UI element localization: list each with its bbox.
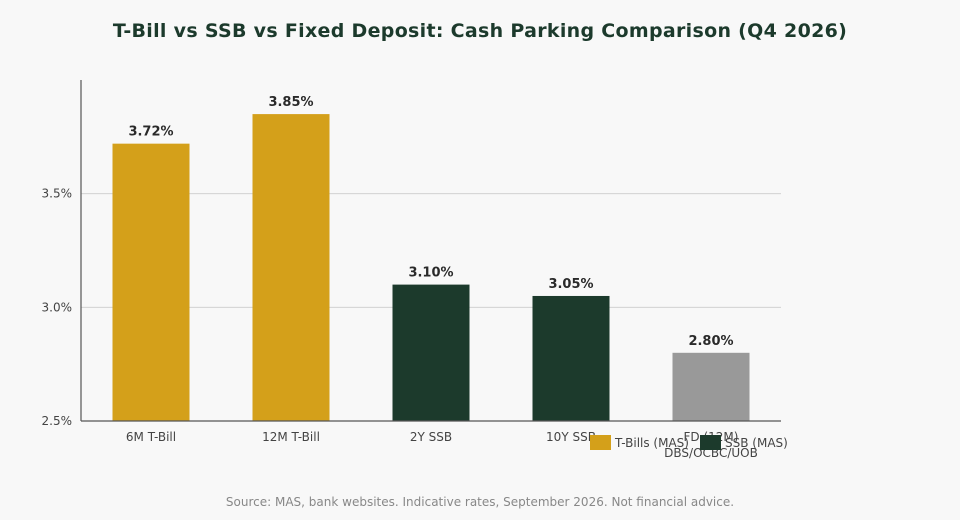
data-labels: 3.72% 3.85% 3.10% 3.05% 2.80%	[128, 95, 733, 349]
bar	[112, 143, 190, 422]
bar	[252, 114, 330, 421]
data-label: 3.10%	[408, 266, 453, 281]
x-tick-label: DBS/OCBC/UOB	[664, 446, 758, 460]
data-label: 3.72%	[128, 125, 173, 140]
bar	[392, 284, 470, 421]
data-label: 3.05%	[548, 277, 593, 292]
legend-label: T-Bills (MAS)	[614, 436, 689, 450]
y-tick-label: 3.0%	[42, 300, 73, 314]
y-tick-label: 3.5%	[42, 187, 73, 201]
axes	[80, 80, 781, 422]
source-note: Source: MAS, bank websites. Indicative r…	[225, 495, 735, 509]
bars	[112, 114, 750, 422]
bar	[672, 352, 750, 421]
x-tick-label: 10Y SSB	[546, 430, 596, 444]
legend: T-Bills (MAS) SSB (MAS)	[590, 435, 788, 450]
data-label: 3.85%	[268, 95, 313, 110]
y-tick-label: 2.5%	[42, 414, 73, 428]
legend-swatch	[590, 435, 611, 450]
data-label: 2.80%	[688, 334, 733, 349]
x-tick-label: 2Y SSB	[410, 430, 452, 444]
x-tick-label: 12M T-Bill	[262, 430, 320, 444]
bar	[532, 295, 610, 421]
chart-title: T-Bill vs SSB vs Fixed Deposit: Cash Par…	[112, 20, 848, 42]
legend-label: SSB (MAS)	[725, 436, 788, 450]
y-tick-labels: 2.5% 3.0% 3.5%	[42, 187, 73, 428]
legend-swatch	[700, 435, 721, 450]
x-tick-label: 6M T-Bill	[126, 430, 176, 444]
